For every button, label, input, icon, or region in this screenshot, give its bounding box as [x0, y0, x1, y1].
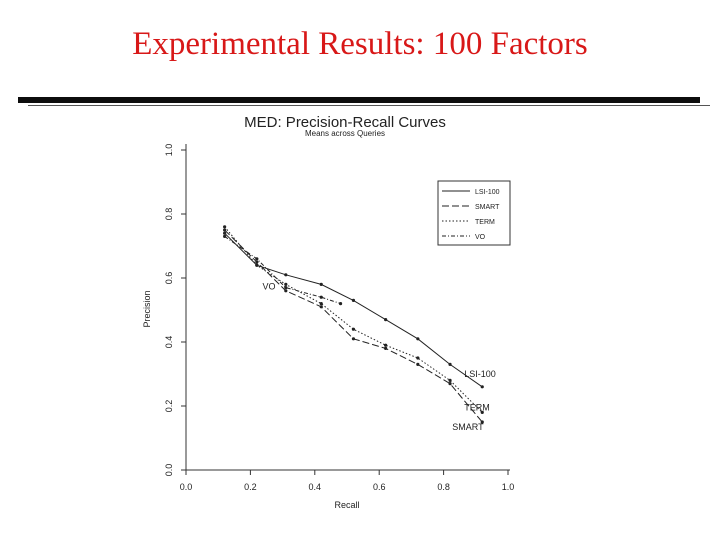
data-point [480, 420, 484, 424]
data-point [384, 318, 388, 322]
y-tick-label: 0.0 [164, 464, 174, 477]
series-end-label: SMART [452, 422, 484, 432]
series-end-label: VO [263, 282, 276, 292]
chart-subtitle: Means across Queries [305, 129, 385, 138]
data-point [351, 327, 356, 331]
data-point [319, 295, 323, 299]
data-point [223, 231, 227, 235]
data-point [255, 257, 259, 261]
data-point [448, 382, 452, 386]
slide-title: Experimental Results: 100 Factors [132, 26, 588, 62]
x-axis-label: Recall [334, 500, 359, 510]
x-tick-label: 0.0 [180, 482, 193, 492]
data-point [448, 378, 452, 382]
legend-entry-vo: VO [475, 234, 486, 241]
series-line-lsi-100 [224, 232, 483, 388]
data-point [351, 298, 356, 302]
data-point [255, 263, 259, 267]
data-point [480, 385, 484, 389]
data-point [480, 410, 484, 414]
x-tick-label: 0.8 [437, 482, 450, 492]
data-point [319, 282, 323, 286]
legend-entry-smart: SMART [475, 204, 500, 211]
data-point [384, 346, 388, 350]
chart-title: MED: Precision-Recall Curves [244, 114, 446, 131]
x-tick-label: 0.2 [244, 482, 257, 492]
x-tick-label: 0.6 [373, 482, 386, 492]
series-line-vo [224, 235, 341, 305]
data-point [416, 337, 420, 341]
data-point [223, 225, 227, 229]
legend-box [437, 180, 511, 246]
data-point [223, 228, 227, 232]
y-tick-label: 0.8 [164, 208, 174, 221]
data-point [319, 305, 323, 309]
x-tick-label: 0.4 [309, 482, 322, 492]
series-end-label: LSI-100 [464, 369, 496, 379]
y-tick-label: 0.2 [164, 400, 174, 413]
title-rule-thin [28, 105, 710, 106]
series-line-term [224, 226, 483, 413]
data-point [416, 356, 420, 360]
data-point [284, 282, 288, 286]
data-point [384, 343, 388, 347]
data-point [284, 286, 288, 290]
data-point [448, 362, 452, 366]
y-tick-label: 0.4 [164, 336, 174, 349]
title-rule-thick [18, 97, 700, 103]
legend-entry-lsi-100: LSI-100 [475, 189, 500, 196]
data-point [223, 234, 227, 238]
y-tick-label: 1.0 [164, 144, 174, 157]
y-tick-label: 0.6 [164, 272, 174, 285]
x-tick-label: 1.0 [502, 482, 515, 492]
data-point [351, 337, 356, 341]
legend-entry-term: TERM [475, 219, 495, 226]
series-end-label: TERM [464, 402, 490, 412]
data-point [255, 260, 259, 264]
data-point [319, 302, 323, 306]
data-point [416, 362, 420, 366]
data-point [284, 289, 288, 293]
data-point [284, 273, 288, 277]
y-axis-label: Precision [142, 290, 152, 327]
series-line-smart [224, 229, 483, 423]
data-point [338, 302, 343, 306]
